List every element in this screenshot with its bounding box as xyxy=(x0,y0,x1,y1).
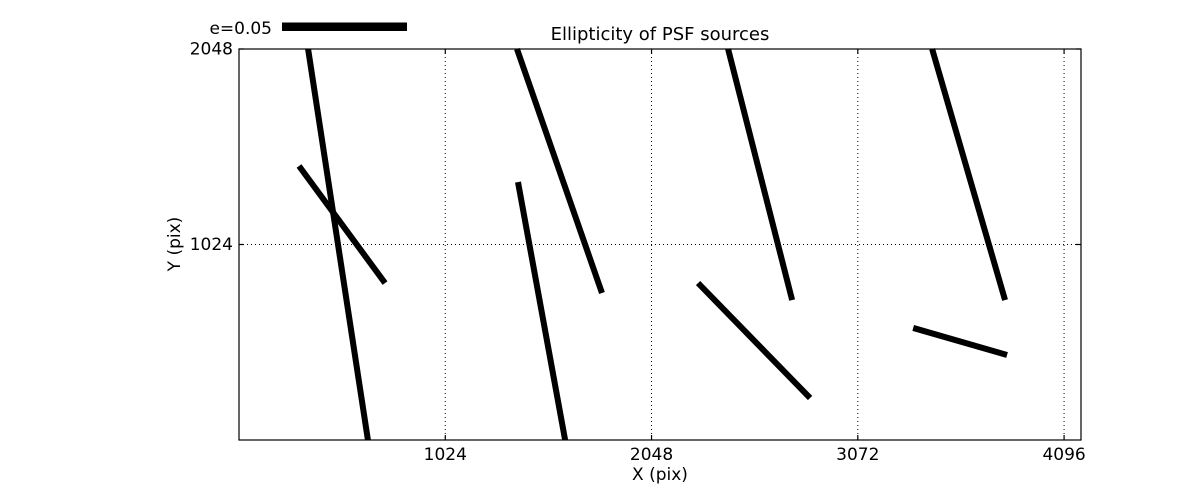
whisker-segment xyxy=(725,48,796,301)
y-axis-label: Y (pix) xyxy=(165,217,185,273)
x-tick-label: 2048 xyxy=(630,445,673,465)
x-tick-label: 4096 xyxy=(1042,445,1085,465)
x-tick-label: 3072 xyxy=(836,445,879,465)
y-tick-label: 1024 xyxy=(190,235,233,255)
chart-title: Ellipticity of PSF sources xyxy=(551,24,770,45)
legend-label: e=0.05 xyxy=(209,19,272,39)
whisker-segment xyxy=(305,48,371,441)
whisker-segment xyxy=(695,280,813,401)
legend-scale-bar xyxy=(282,22,407,31)
x-axis-label: X (pix) xyxy=(632,465,688,485)
y-tick-label: 2048 xyxy=(190,40,233,60)
x-tick-label: 1024 xyxy=(424,445,467,465)
tick-labels: 1024 2048 3072 4096 1024 2048 xyxy=(190,40,1086,466)
whisker-segment xyxy=(929,48,1008,301)
whisker-segment xyxy=(296,164,388,285)
plot-border xyxy=(238,48,1082,441)
whisker-segment xyxy=(912,325,1008,358)
whisker-segment xyxy=(515,181,569,441)
whisker-segments xyxy=(296,48,1008,441)
whisker-segment xyxy=(514,48,605,294)
